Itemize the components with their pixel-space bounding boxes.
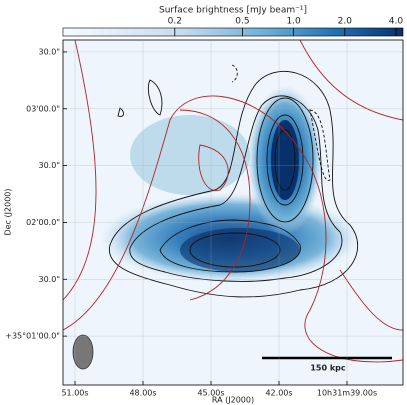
y-tick-label: 30.0" [39,47,61,56]
y-tick-label: 02'00.0" [26,218,60,227]
y-tick-label: 30.0" [39,275,61,284]
axes-frame [62,39,404,386]
x-tick-label: 51.00s [61,389,88,398]
colorbar-tick-label: 0.2 [168,17,182,27]
colorbar-tick-label: 2.0 [338,17,353,27]
x-tick-label: 42.00s [265,389,292,398]
x-tick-label: 45.00s [197,389,224,398]
y-tick-label: +35°01'00.0" [5,332,60,341]
image [63,40,403,385]
colorbar-tick-label: 0.5 [235,17,249,27]
colorbar [62,27,404,37]
y-axis-label: Dec (J2000) [4,189,13,236]
x-axis-label: RA (J2000) [212,396,254,405]
y-tick-label: 03'00.0" [26,104,60,113]
colorbar-tick-label: 1.0 [286,17,301,27]
scalebar-label: 150 kpc [310,364,346,373]
colorbar-tick-label: 4.0 [389,17,404,27]
x-tick-label: 10h31m39.00s [317,389,377,398]
x-tick-label: 48.00s [129,389,156,398]
colorbar-label: Surface brightness [mJy beam⁻¹] [159,6,307,16]
y-tick-label: 30.0" [39,161,61,170]
